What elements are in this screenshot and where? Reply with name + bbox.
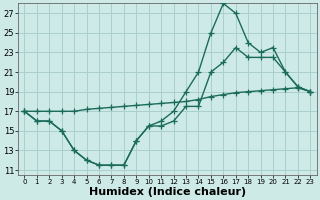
X-axis label: Humidex (Indice chaleur): Humidex (Indice chaleur) bbox=[89, 187, 246, 197]
